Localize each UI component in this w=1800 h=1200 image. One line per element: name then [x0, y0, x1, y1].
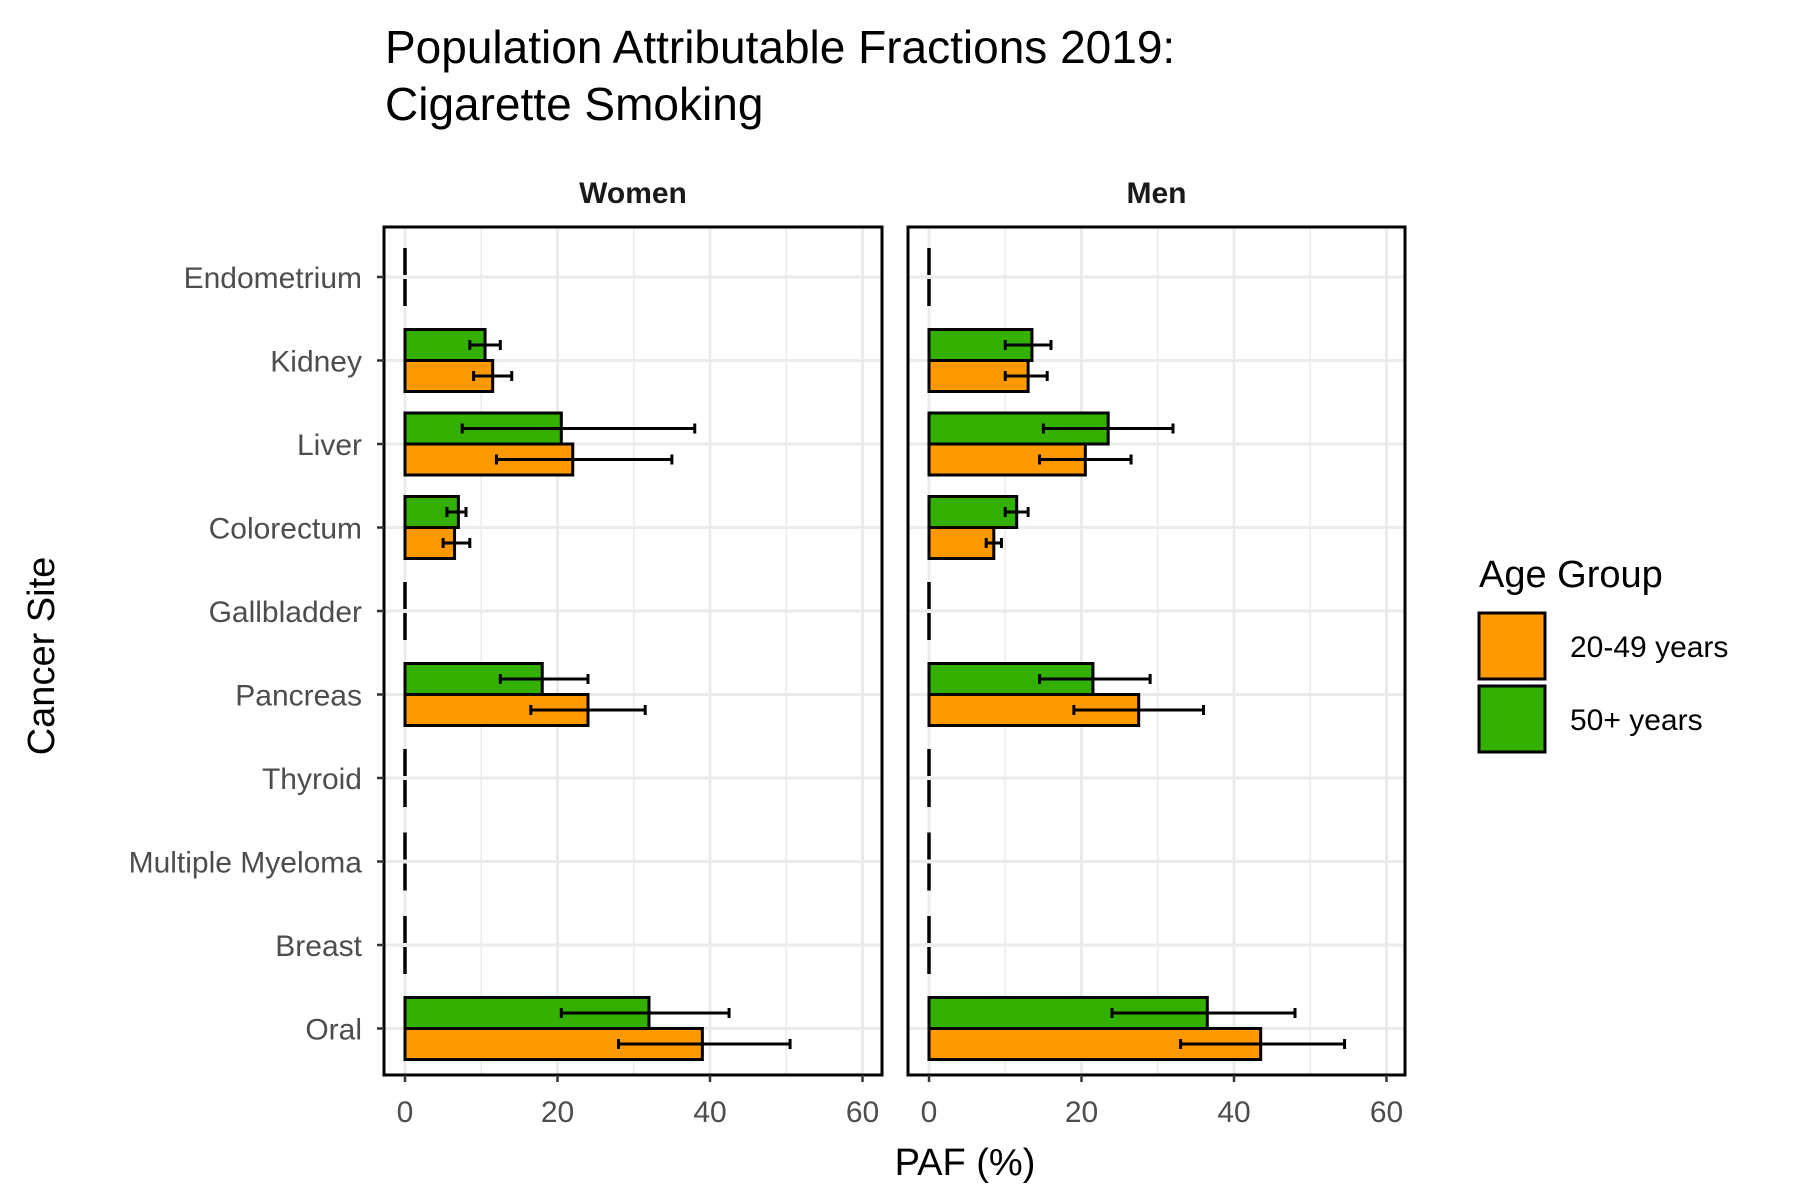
- y-axis-title: Cancer Site: [21, 557, 63, 756]
- x-tick-label: 40: [1217, 1096, 1250, 1129]
- error-bar: [1003, 371, 1049, 381]
- legend-title: Age Group: [1479, 554, 1663, 596]
- legend-label: 20-49 years: [1570, 631, 1728, 664]
- x-tick-label: 40: [693, 1096, 726, 1129]
- bars: [927, 248, 1347, 1061]
- panel-men: Men 0 20 40 60: [906, 177, 1407, 1129]
- y-tick-label: Endometrium: [184, 262, 362, 295]
- grid: [908, 227, 1405, 1075]
- x-tick-label: 20: [1065, 1096, 1098, 1129]
- error-bar: [441, 538, 472, 548]
- x-axis-title: PAF (%): [895, 1142, 1036, 1184]
- panel-border: [906, 225, 1407, 1077]
- error-bar: [617, 1039, 792, 1049]
- error-bar: [468, 340, 502, 350]
- bar-age-20-49: [927, 526, 996, 560]
- y-tick-label: Kidney: [270, 346, 362, 379]
- legend: Age Group 20-49 years 50+ years: [1477, 554, 1728, 754]
- error-bar: [1179, 1039, 1347, 1049]
- panel-border: [382, 225, 884, 1077]
- error-bar: [1003, 507, 1030, 517]
- facet-label: Men: [1127, 177, 1187, 210]
- error-bar: [1072, 705, 1205, 715]
- error-bar: [529, 705, 647, 715]
- chart-title: Population Attributable Fractions 2019:: [385, 21, 1175, 73]
- y-tick-labels: Endometrium Kidney Liver Colorectum Gallblad…: [129, 262, 384, 1047]
- legend-key: [1477, 684, 1547, 754]
- y-tick-label: Pancreas: [235, 680, 362, 713]
- y-tick-label: Oral: [305, 1014, 362, 1047]
- error-bar: [1038, 674, 1152, 684]
- y-tick-label: Multiple Myeloma: [129, 847, 363, 880]
- error-bar: [445, 507, 468, 517]
- error-bar: [984, 538, 1003, 548]
- error-bar: [1041, 423, 1175, 434]
- error-bar: [460, 423, 697, 434]
- x-tick-label: 60: [1370, 1096, 1403, 1129]
- legend-key: [1477, 611, 1547, 681]
- bars: [403, 248, 792, 1061]
- error-bar: [1003, 340, 1053, 350]
- y-tick-label: Thyroid: [262, 763, 362, 796]
- error-bar: [498, 674, 590, 684]
- y-tick-label: Liver: [297, 429, 362, 462]
- bar-age-20-49: [927, 359, 1030, 393]
- error-bar: [472, 371, 514, 381]
- facet-panels: Women 0 20 40 60 Men 0 20 40 60: [382, 177, 1407, 1129]
- x-tick-label: 0: [921, 1096, 938, 1129]
- x-tick-label: 20: [541, 1096, 574, 1129]
- error-bar: [559, 1008, 731, 1018]
- chart-subtitle: Cigarette Smoking: [385, 78, 763, 130]
- panel-women: Women 0 20 40 60: [382, 177, 884, 1129]
- bar-age-50-plus: [927, 495, 1019, 529]
- y-tick-label: Colorectum: [209, 513, 362, 546]
- legend-label: 50+ years: [1570, 704, 1703, 737]
- error-bar: [1110, 1008, 1297, 1018]
- y-tick-label: Gallbladder: [209, 596, 362, 629]
- error-bar: [1038, 454, 1133, 465]
- x-tick-label: 60: [846, 1096, 879, 1129]
- x-ticks: 0 20 40 60: [397, 1075, 879, 1129]
- error-bar: [495, 454, 674, 465]
- facet-label: Women: [579, 177, 687, 210]
- y-tick-label: Breast: [275, 930, 362, 963]
- x-ticks: 0 20 40 60: [921, 1075, 1403, 1129]
- x-tick-label: 0: [397, 1096, 414, 1129]
